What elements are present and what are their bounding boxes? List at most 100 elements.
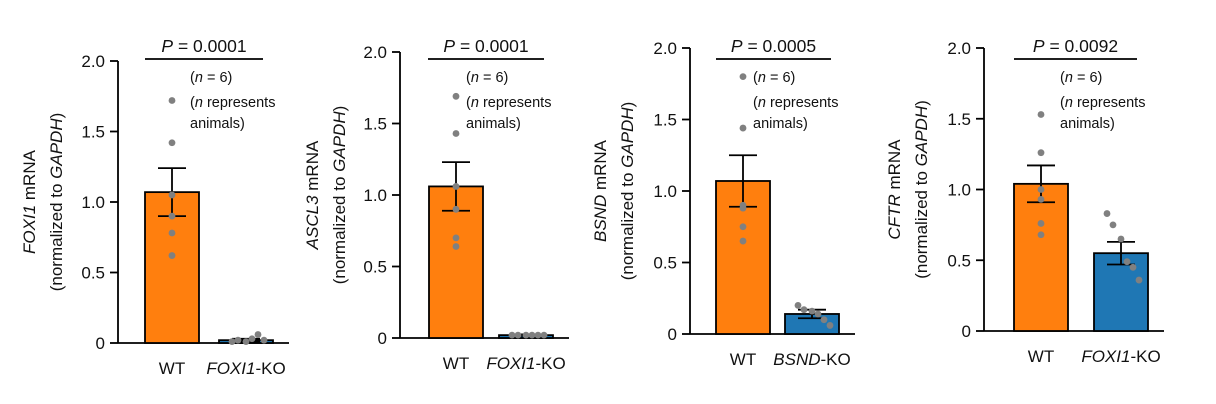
n-open: (: [1060, 70, 1065, 86]
n-represents-annotation: (n represents: [466, 95, 551, 111]
y-axis-suffix: mRNA: [303, 140, 322, 195]
x-category-plain: WT: [159, 359, 185, 378]
y-tick-label: 0: [378, 329, 387, 348]
data-point: [242, 338, 250, 345]
data-point: [514, 331, 522, 339]
data-point: [254, 331, 262, 338]
data-point: [1037, 186, 1045, 193]
y-tick-label: 1.0: [363, 186, 387, 205]
y-tick-label-text: 2.0: [81, 52, 105, 71]
y-tick-label-text: 0: [668, 325, 677, 344]
p-value-symbol: P: [443, 36, 455, 56]
data-point: [168, 229, 176, 237]
n-symbol: n: [1065, 70, 1073, 86]
n2-line2: animals): [1060, 116, 1115, 132]
y-tick-label-text: 0.5: [363, 258, 387, 277]
n-symbol: n: [195, 70, 203, 86]
y-axis-label-line2: (normalized to GAPDH): [330, 106, 349, 285]
y-tick-label-text: 0.5: [947, 251, 971, 270]
n2-line2: animals): [466, 116, 521, 132]
y-tick-label-text: 2.0: [947, 39, 971, 58]
y-axis-label: BSND mRNA: [591, 139, 610, 242]
n-eq: = 6): [766, 70, 795, 86]
p-value-label: P = 0.0001: [443, 36, 528, 56]
n2-rest: represents: [479, 95, 552, 111]
chart-panel-ascl3: 0 0.5 1.0 1.5 2.0 WT FOXI1-KO P = 0.0001 (n = 6)…: [303, 36, 569, 373]
x-category-label: WT: [730, 350, 756, 369]
x-category-italic: FOXI1: [486, 354, 535, 373]
p-value-label: P = 0.0001: [161, 36, 246, 56]
data-point: [228, 338, 236, 345]
y-axis-gene: CFTR: [885, 194, 904, 239]
n-annotation: (n = 6): [753, 70, 795, 86]
y-tick-label: 0.5: [653, 254, 677, 273]
data-point: [739, 223, 747, 231]
y-axis-line2-gene: GAPDH: [912, 105, 931, 166]
n2-symbol: n: [758, 95, 766, 111]
y-axis-suffix: mRNA: [591, 139, 610, 194]
y-tick-label-text: 1.5: [947, 110, 971, 129]
y-tick-label-text: 1.5: [653, 111, 677, 130]
y-tick-label-text: 0.5: [653, 254, 677, 273]
data-point: [522, 331, 530, 339]
data-point: [820, 316, 828, 324]
x-category-label: WT: [1028, 347, 1054, 366]
y-tick-label: 0.5: [363, 258, 387, 277]
y-tick-label-text: 0: [378, 329, 387, 348]
x-category-plain: -KO: [1130, 347, 1160, 366]
p-value-label: P = 0.0092: [1033, 36, 1118, 56]
y-axis-line2-prefix: (normalized to: [912, 166, 931, 278]
p-value-text: = 0.0001: [173, 36, 246, 56]
data-point: [452, 234, 460, 242]
y-axis-suffix: mRNA: [20, 149, 39, 204]
data-point: [800, 306, 808, 314]
y-tick-label: 1.0: [81, 193, 105, 212]
data-point: [168, 139, 176, 147]
y-axis-gene: ASCL3: [303, 195, 322, 250]
y-axis-label-line2: (normalized to GAPDH): [912, 100, 931, 279]
data-point: [168, 191, 176, 199]
n-represents-annotation: (n represents: [1060, 95, 1145, 111]
n-represents-annotation: (n represents: [190, 95, 275, 111]
y-tick-label: 0.5: [947, 251, 971, 270]
y-axis-gene: BSND: [591, 195, 610, 242]
x-category-plain: -KO: [255, 359, 285, 378]
n-represents-annotation-line2: animals): [753, 116, 808, 132]
chart-panel-foxi1: 00.51.01.52.0WT FOXI1-KOP = 0.0001(n = 6)…: [20, 36, 289, 378]
y-axis-line2-prefix: (normalized to: [618, 168, 637, 280]
y-axis-line2-gene: GAPDH: [47, 118, 66, 179]
y-tick-label: 0: [962, 322, 971, 341]
y-axis-label-line2: (normalized to GAPDH): [618, 102, 637, 281]
y-axis-line2-suffix: ): [618, 102, 637, 108]
n-open: (: [466, 70, 471, 86]
y-tick-label-text: 1.0: [947, 181, 971, 200]
p-value-text: = 0.0005: [743, 36, 816, 56]
data-point: [1037, 231, 1045, 239]
x-category-italic: FOXI1: [1081, 347, 1130, 366]
x-category-label: FOXI1-KO: [1081, 347, 1160, 366]
n-symbol: n: [758, 70, 766, 86]
y-axis-line2-suffix: ): [330, 106, 349, 112]
x-category-label: BSND-KO: [773, 350, 850, 369]
data-point: [1109, 221, 1117, 229]
y-tick-label-text: 1.5: [363, 115, 387, 134]
x-category-plain: -KO: [821, 350, 851, 369]
data-point: [452, 92, 460, 100]
n2-line2: animals): [753, 116, 808, 132]
n2-rest: represents: [1073, 95, 1146, 111]
n-eq: = 6): [479, 70, 508, 86]
data-point: [534, 331, 542, 339]
bar-wt: [1013, 182, 1069, 332]
data-point: [508, 331, 516, 339]
data-point: [1037, 220, 1045, 227]
y-axis-gene: FOXI1: [20, 205, 39, 254]
chart-panel-bsnd: 00.51.01.52.0WT BSND-KOP = 0.0005(n = 6)(…: [591, 36, 855, 369]
data-point: [168, 212, 176, 220]
y-tick-label: 2.0: [947, 39, 971, 58]
data-point: [540, 331, 548, 339]
y-tick-label-text: 0.5: [81, 264, 105, 283]
n-represents-annotation-line2: animals): [466, 116, 521, 132]
n2-open: (: [1060, 95, 1065, 111]
y-tick-label: 1.5: [363, 115, 387, 134]
